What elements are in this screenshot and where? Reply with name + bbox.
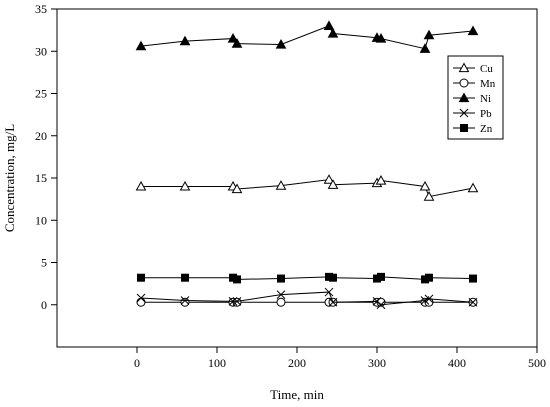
data-point-cu bbox=[135, 180, 147, 191]
data-point-ni bbox=[179, 35, 191, 46]
legend-label-zn: Zn bbox=[480, 123, 493, 135]
data-point-cu bbox=[419, 180, 431, 191]
data-point-zn bbox=[277, 274, 285, 283]
x-marker-stroke bbox=[324, 287, 334, 297]
data-point-ni bbox=[327, 27, 339, 38]
x-marker-stroke bbox=[228, 297, 238, 306]
data-point-ni bbox=[423, 29, 435, 40]
data-point-zn bbox=[233, 275, 241, 284]
axis-ticks: 0 100 200 300 400 500 0 5 10 15 20 25 30 35 bbox=[35, 2, 546, 370]
data-point-zn bbox=[137, 273, 145, 282]
x-tick-label: 400 bbox=[448, 356, 466, 370]
data-point-pb bbox=[276, 290, 286, 299]
data-point-cu bbox=[327, 179, 339, 189]
data-point-ni bbox=[467, 25, 479, 36]
data-point-pb bbox=[180, 296, 190, 305]
series-line-ni bbox=[140, 25, 474, 50]
data-point-zn bbox=[377, 272, 385, 281]
y-tick-label: 5 bbox=[41, 256, 47, 270]
data-point-zn bbox=[329, 273, 337, 282]
y-tick-label: 0 bbox=[41, 298, 47, 312]
data-point-cu bbox=[179, 180, 191, 191]
x-marker-stroke bbox=[276, 290, 286, 299]
data-point-ni bbox=[135, 40, 147, 51]
legend-label-ni: Ni bbox=[480, 93, 491, 105]
x-tick-label: 0 bbox=[134, 356, 140, 370]
data-point-ni bbox=[419, 43, 431, 53]
data-point-mn bbox=[136, 297, 146, 307]
legend-marker-mn bbox=[459, 78, 469, 88]
data-point-mn bbox=[180, 297, 190, 307]
y-tick-label: 20 bbox=[35, 129, 47, 143]
x-marker-stroke bbox=[376, 300, 386, 310]
data-point-mn bbox=[232, 297, 242, 307]
legend-label-mn: Mn bbox=[480, 78, 496, 90]
data-point-zn bbox=[181, 273, 189, 282]
series-cu bbox=[135, 174, 479, 201]
series-ni bbox=[135, 20, 479, 53]
series-pb bbox=[136, 287, 478, 310]
x-marker-stroke bbox=[328, 297, 338, 307]
series-layer bbox=[135, 20, 479, 310]
legend: Cu Mn Ni Pb Zn bbox=[447, 55, 504, 140]
data-point-pb bbox=[468, 297, 478, 307]
x-marker-stroke bbox=[232, 297, 242, 306]
legend-marker-zn bbox=[460, 124, 468, 132]
data-point-pb bbox=[136, 293, 146, 303]
data-point-ni bbox=[231, 38, 243, 48]
x-marker-stroke bbox=[468, 297, 478, 307]
y-tick-label: 10 bbox=[35, 213, 47, 227]
y-tick-label: 15 bbox=[35, 171, 47, 185]
data-point-ni bbox=[323, 20, 335, 30]
legend-label-cu: Cu bbox=[480, 63, 493, 75]
data-point-ni bbox=[275, 38, 287, 49]
y-tick-label: 30 bbox=[35, 44, 47, 58]
legend-marker-cu bbox=[458, 62, 470, 73]
data-point-pb bbox=[328, 297, 338, 307]
data-point-pb bbox=[324, 287, 334, 297]
x-marker-stroke bbox=[424, 294, 434, 304]
data-point-cu bbox=[231, 183, 243, 194]
x-tick-label: 200 bbox=[288, 356, 306, 370]
x-marker-stroke bbox=[459, 108, 469, 118]
data-point-ni bbox=[375, 33, 387, 43]
data-point-pb bbox=[424, 294, 434, 304]
legend-marker-ni bbox=[458, 92, 470, 103]
data-point-cu bbox=[323, 174, 335, 184]
data-point-cu bbox=[467, 182, 479, 193]
data-point-pb bbox=[232, 297, 242, 306]
data-point-cu bbox=[375, 175, 387, 185]
data-point-mn bbox=[276, 297, 286, 307]
data-point-ni bbox=[227, 33, 239, 43]
x-axis-label: Time, min bbox=[270, 387, 324, 402]
x-marker-stroke bbox=[136, 293, 146, 303]
legend-label-pb: Pb bbox=[480, 108, 492, 120]
y-axis-label: Concentration, mg/L bbox=[2, 124, 17, 232]
legend-marker-pb bbox=[459, 108, 469, 118]
data-point-zn bbox=[469, 274, 477, 283]
series-zn bbox=[137, 272, 477, 284]
x-tick-label: 300 bbox=[368, 356, 386, 370]
x-marker-stroke bbox=[180, 296, 190, 305]
y-tick-label: 25 bbox=[35, 87, 47, 101]
data-point-pb bbox=[376, 300, 386, 310]
data-point-cu bbox=[423, 191, 435, 201]
data-point-zn bbox=[425, 273, 433, 282]
x-tick-label: 100 bbox=[208, 356, 226, 370]
data-point-pb bbox=[228, 297, 238, 306]
y-tick-label: 35 bbox=[35, 2, 47, 16]
data-point-cu bbox=[275, 180, 287, 190]
x-tick-label: 500 bbox=[528, 356, 546, 370]
